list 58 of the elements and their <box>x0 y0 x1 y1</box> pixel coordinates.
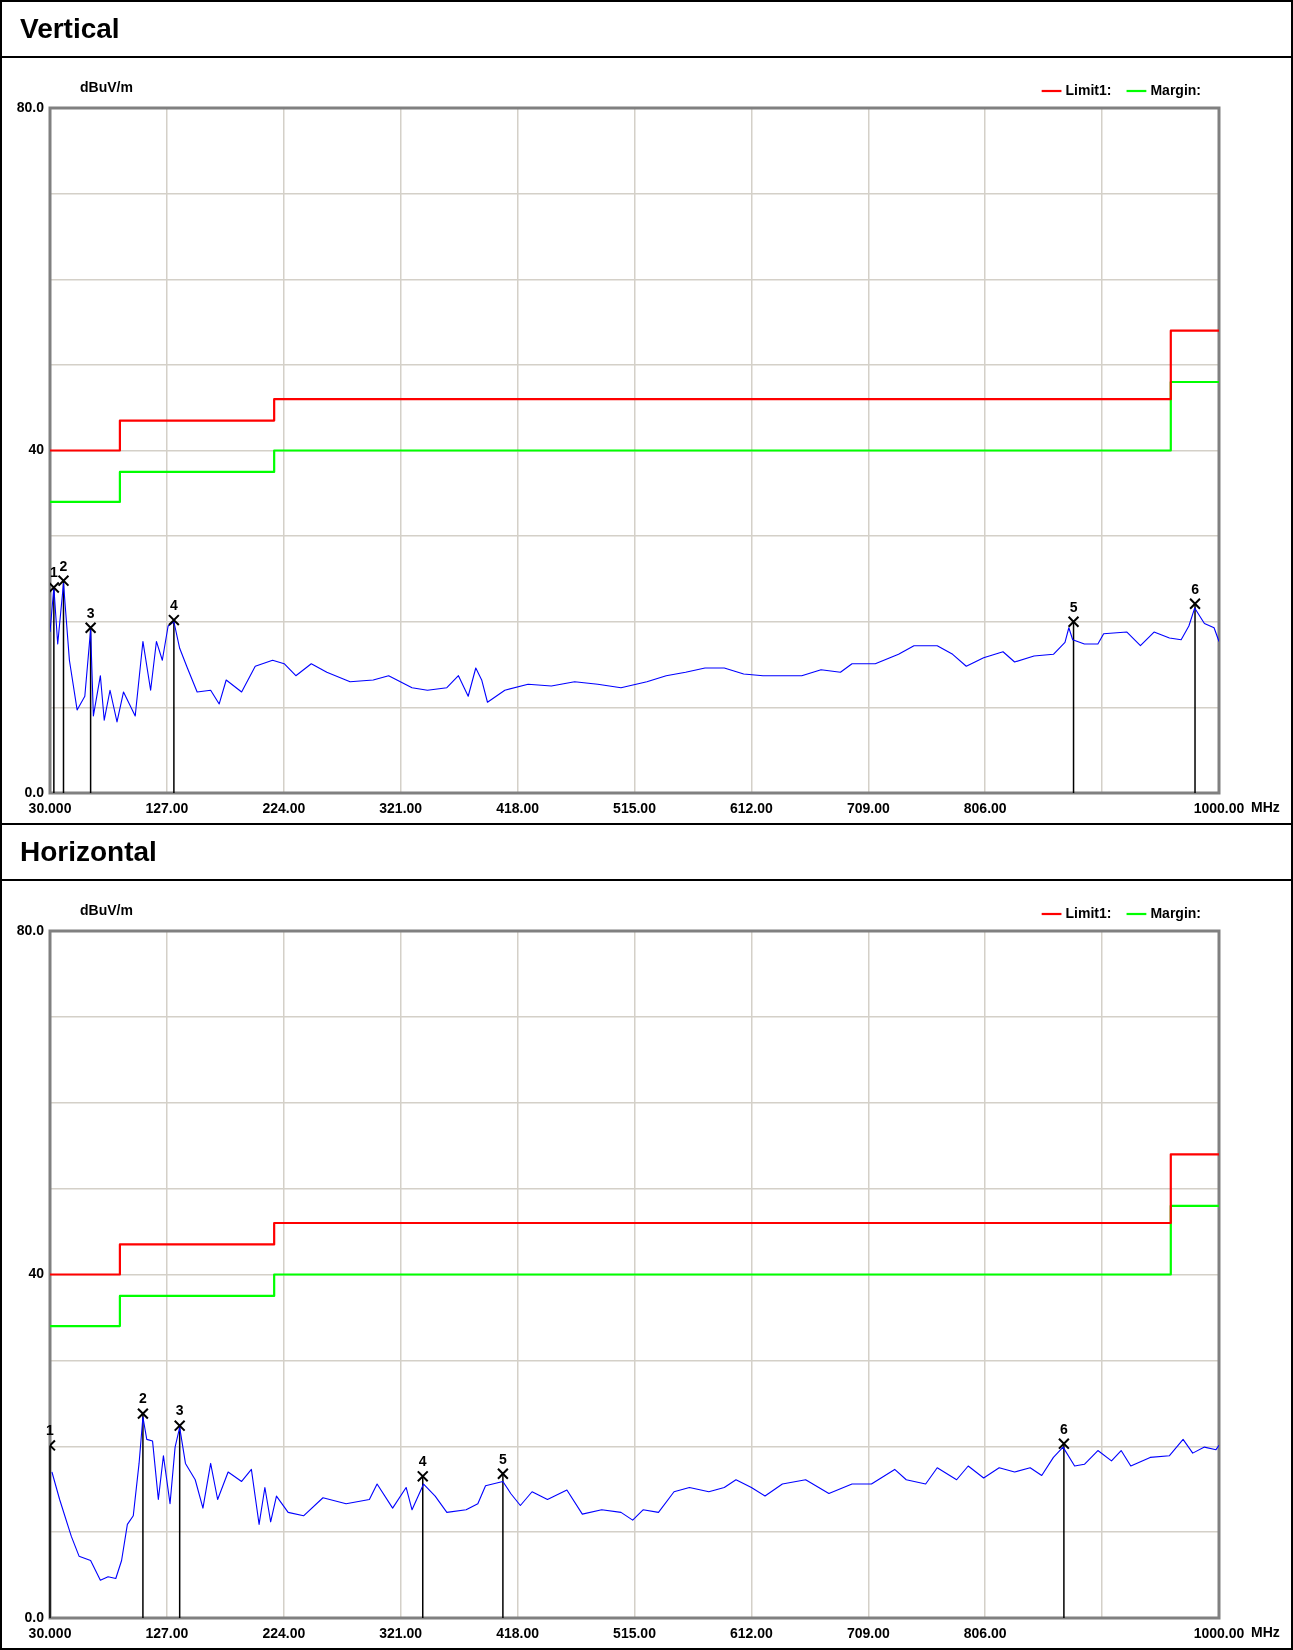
y-tick-label: 0.0 <box>24 1608 45 1625</box>
legend-label: Limit1: <box>1065 81 1112 98</box>
point <box>416 1470 429 1483</box>
point <box>167 614 180 626</box>
x-tick-label: 1000.00 <box>1193 1625 1245 1642</box>
x-tick-label: 127.00 <box>145 1625 189 1642</box>
y-tick-label: 0.0 <box>24 783 45 800</box>
annotation: 3 <box>175 1402 184 1419</box>
x-tick-label: 321.00 <box>379 800 423 817</box>
x-tick-label: 806.00 <box>963 800 1007 817</box>
annotation: 2 <box>139 1390 148 1407</box>
annotation: 4 <box>169 596 178 613</box>
point <box>173 1419 186 1432</box>
legend-label: Margin: <box>1150 81 1202 98</box>
annotation: 5 <box>1069 598 1078 615</box>
legend-label: Limit1: <box>1065 904 1112 921</box>
y-tick-label: 40 <box>28 1265 45 1282</box>
annotation: 2 <box>59 557 68 574</box>
x-tick-label: 321.00 <box>379 1625 423 1642</box>
x-tick-label: 127.00 <box>145 800 189 817</box>
annotation: 1 <box>49 564 58 581</box>
legend-label: Margin: <box>1150 904 1202 921</box>
point <box>1189 597 1201 610</box>
x-tick-label: 224.00 <box>262 1625 306 1642</box>
x-tick-label: 30.000 <box>28 800 72 817</box>
y-tick-label: 80.0 <box>16 98 45 115</box>
x-tick-label: 709.00 <box>846 1625 890 1642</box>
x-tick-label: 418.00 <box>496 800 540 817</box>
chart-title: Vertical <box>2 2 1291 58</box>
x-axis-title: MHz <box>1251 1623 1280 1640</box>
point <box>84 621 97 634</box>
annotation: 6 <box>1191 580 1200 597</box>
point <box>57 574 70 587</box>
y-tick-label: 80.0 <box>16 921 45 938</box>
x-tick-label: 515.00 <box>613 800 657 817</box>
x-tick-label: 515.00 <box>613 1625 657 1642</box>
x-tick-label: 224.00 <box>262 800 306 817</box>
chart-title: Horizontal <box>2 825 1291 881</box>
x-tick-label: 612.00 <box>729 800 774 817</box>
x-tick-label: 1000.00 <box>1193 800 1245 817</box>
x-tick-label: 709.00 <box>846 800 890 817</box>
annotation: 5 <box>499 1450 507 1467</box>
point <box>1057 1437 1070 1450</box>
y-axis-title: dBuV/m <box>80 901 133 918</box>
point <box>1067 615 1080 628</box>
y-axis-title: dBuV/m <box>80 78 133 95</box>
x-tick-label: 806.00 <box>963 1625 1007 1642</box>
point <box>496 1467 509 1480</box>
x-tick-label: 612.00 <box>729 1625 774 1642</box>
point <box>136 1407 149 1420</box>
x-axis-title: MHz <box>1251 798 1280 815</box>
annotation: 4 <box>418 1453 427 1470</box>
x-tick-label: 30.000 <box>28 1625 72 1642</box>
x-tick-label: 418.00 <box>496 1625 540 1642</box>
y-tick-label: 40 <box>28 441 45 458</box>
annotation: 1 <box>46 1422 55 1439</box>
annotation: 3 <box>86 604 95 621</box>
annotation: 6 <box>1060 1420 1068 1437</box>
